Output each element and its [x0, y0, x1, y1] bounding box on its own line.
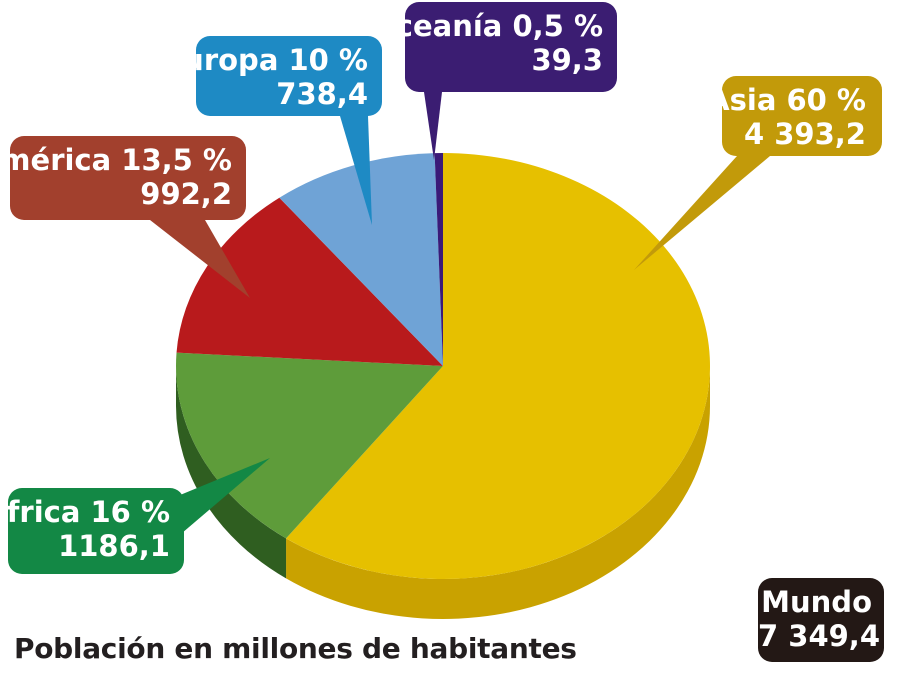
callout-box — [8, 488, 184, 574]
callout-pointer — [424, 92, 442, 160]
callout-asia: Asia 60 %4 393,2 — [634, 76, 882, 270]
slice-percent-label: América 13,5 % — [0, 143, 232, 177]
chart-caption: Población en millones de habitantes — [14, 632, 577, 665]
pie-slice-europa — [279, 153, 443, 366]
slice-value-label: 39,3 — [531, 43, 603, 77]
pie-top-layer — [176, 153, 711, 579]
callout-layer: Asia 60 %4 393,2 África 16 %1186,1 América… — [0, 2, 882, 574]
total-value: 7 349,4 — [758, 619, 881, 653]
pie-slice-africa — [176, 352, 443, 539]
slice-percent-label: Europa 10 % — [163, 43, 368, 77]
slice-value-label: 1186,1 — [58, 529, 170, 563]
slice-value-label: 992,2 — [140, 177, 232, 211]
slice-percent-label: Oceanía 0,5 % — [371, 9, 603, 43]
slice-percent-label: Asia 60 % — [707, 83, 866, 117]
pie-side-layer — [176, 366, 710, 619]
callout-pointer — [150, 220, 250, 298]
callout-box — [10, 136, 246, 220]
pie-side-asia — [286, 366, 710, 619]
slice-value-label: 738,4 — [276, 77, 368, 111]
pie-slice-america — [176, 197, 444, 366]
callout-america: América 13,5 %992,2 — [0, 136, 250, 298]
callout-pointer — [168, 458, 270, 545]
pie-slice-oceania — [434, 153, 443, 366]
callout-box — [722, 76, 882, 156]
callout-box — [196, 36, 382, 116]
callout-africa: África 16 %1186,1 — [0, 458, 270, 574]
callout-oceania: Oceanía 0,5 %39,3 — [371, 2, 617, 160]
total-box: Mundo 7 349,4 — [758, 578, 884, 662]
slice-percent-label: África 16 % — [0, 495, 170, 529]
callout-pointer — [340, 116, 372, 225]
callout-box — [405, 2, 617, 92]
pie-side-africa — [176, 366, 287, 579]
callout-europa: Europa 10 %738,4 — [163, 36, 382, 225]
slice-value-label: 4 393,2 — [744, 117, 866, 151]
total-label: Mundo — [761, 585, 872, 619]
callout-pointer — [634, 156, 770, 270]
pie-slice-asia — [286, 153, 711, 579]
